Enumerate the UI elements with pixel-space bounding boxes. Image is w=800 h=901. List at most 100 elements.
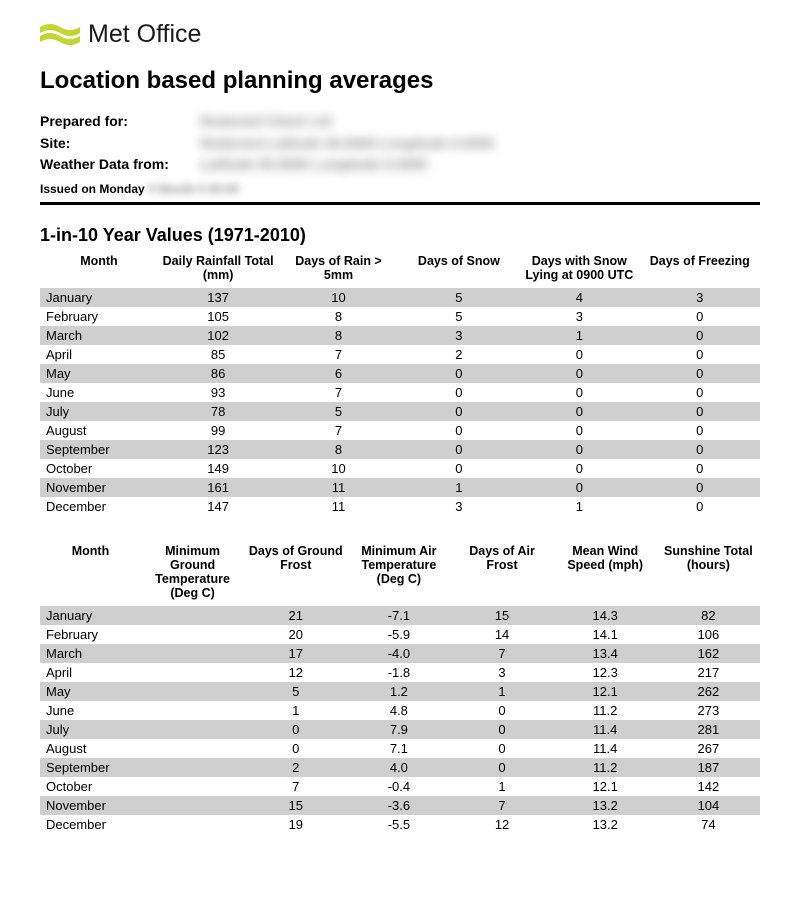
issued-row: Issued on Monday 0 Month 0 00:00 bbox=[40, 182, 760, 205]
table-cell: 0 bbox=[450, 701, 553, 720]
column-header: Days with Snow Lying at 0900 UTC bbox=[519, 252, 639, 288]
table-cell: 161 bbox=[158, 478, 278, 497]
table-cell: 0 bbox=[450, 720, 553, 739]
logo: Met Office bbox=[40, 20, 760, 49]
table-cell: 0 bbox=[640, 478, 760, 497]
table-cell: 1 bbox=[399, 478, 519, 497]
table-cell: 85 bbox=[158, 345, 278, 364]
table-cell: 0 bbox=[244, 739, 347, 758]
table-cell: 20 bbox=[244, 625, 347, 644]
table-cell: 0 bbox=[519, 440, 639, 459]
table-cell bbox=[141, 815, 244, 834]
table-cell: April bbox=[40, 345, 158, 364]
table-cell: 5 bbox=[278, 402, 398, 421]
column-header: Sunshine Total (hours) bbox=[657, 542, 760, 606]
table-row: January13710543 bbox=[40, 288, 760, 307]
table-row: August997000 bbox=[40, 421, 760, 440]
table-row: August07.1011.4267 bbox=[40, 739, 760, 758]
issued-label: Issued on Monday bbox=[40, 182, 145, 196]
table-cell: 0 bbox=[244, 720, 347, 739]
table-cell: March bbox=[40, 326, 158, 345]
table-row: July785000 bbox=[40, 402, 760, 421]
table-cell: 0 bbox=[640, 402, 760, 421]
table-cell: 187 bbox=[657, 758, 760, 777]
table-row: November15-3.6713.2104 bbox=[40, 796, 760, 815]
table-cell: 2 bbox=[244, 758, 347, 777]
page-title: Location based planning averages bbox=[40, 67, 760, 95]
table-cell: 8 bbox=[278, 326, 398, 345]
table-cell: -7.1 bbox=[347, 606, 450, 625]
table-cell: 267 bbox=[657, 739, 760, 758]
table-cell: 0 bbox=[399, 459, 519, 478]
table-cell: 0 bbox=[640, 364, 760, 383]
table-cell: 14 bbox=[450, 625, 553, 644]
table-cell: 74 bbox=[657, 815, 760, 834]
meta-value-redacted: Latitude 00.0000 Longitude 0.0000 bbox=[200, 154, 760, 176]
table-row: September24.0011.2187 bbox=[40, 758, 760, 777]
table-cell: 3 bbox=[450, 663, 553, 682]
table-cell: 7 bbox=[278, 383, 398, 402]
column-header: Month bbox=[40, 252, 158, 288]
table-cell: 1 bbox=[450, 777, 553, 796]
table-cell: -4.0 bbox=[347, 644, 450, 663]
table-row: October7-0.4112.1142 bbox=[40, 777, 760, 796]
column-header: Minimum Ground Temperature (Deg C) bbox=[141, 542, 244, 606]
table-cell: 21 bbox=[244, 606, 347, 625]
table-cell: 0 bbox=[399, 364, 519, 383]
table-cell: April bbox=[40, 663, 141, 682]
column-header: Month bbox=[40, 542, 141, 606]
table-cell bbox=[141, 625, 244, 644]
table-cell: 0 bbox=[519, 459, 639, 478]
table-cell: 12.3 bbox=[554, 663, 657, 682]
column-header: Days of Air Frost bbox=[450, 542, 553, 606]
meta-weather-from: Weather Data from: Latitude 00.0000 Long… bbox=[40, 154, 760, 176]
table-row: February20-5.91414.1106 bbox=[40, 625, 760, 644]
table-cell: 19 bbox=[244, 815, 347, 834]
table-cell: 0 bbox=[450, 739, 553, 758]
table-cell: 0 bbox=[519, 364, 639, 383]
meta-site: Site: Redacted Latitude 00.0000 Longitud… bbox=[40, 133, 760, 155]
table-cell bbox=[141, 682, 244, 701]
table-cell: 7.1 bbox=[347, 739, 450, 758]
table-cell: 262 bbox=[657, 682, 760, 701]
table-row: July07.9011.4281 bbox=[40, 720, 760, 739]
table-cell: 13.2 bbox=[554, 815, 657, 834]
table-cell: May bbox=[40, 682, 141, 701]
section-title: 1-in-10 Year Values (1971-2010) bbox=[40, 225, 760, 246]
table-cell: 7 bbox=[278, 421, 398, 440]
table-cell: July bbox=[40, 402, 158, 421]
table-cell: 99 bbox=[158, 421, 278, 440]
table-cell: 142 bbox=[657, 777, 760, 796]
table-cell: 0 bbox=[640, 421, 760, 440]
table-cell: 0 bbox=[640, 326, 760, 345]
table-cell: June bbox=[40, 383, 158, 402]
table-row: April12-1.8312.3217 bbox=[40, 663, 760, 682]
table-cell: 137 bbox=[158, 288, 278, 307]
table-cell: 11 bbox=[278, 497, 398, 516]
table-cell: 0 bbox=[640, 440, 760, 459]
table-cell: July bbox=[40, 720, 141, 739]
table-row: December19-5.51213.274 bbox=[40, 815, 760, 834]
table-cell: September bbox=[40, 758, 141, 777]
table-cell: 162 bbox=[657, 644, 760, 663]
table-cell: 7 bbox=[278, 345, 398, 364]
table-cell: 281 bbox=[657, 720, 760, 739]
table-cell: 0 bbox=[640, 307, 760, 326]
meta-label: Prepared for: bbox=[40, 111, 200, 133]
table-cell: -3.6 bbox=[347, 796, 450, 815]
table-cell: 104 bbox=[657, 796, 760, 815]
table-cell: 0 bbox=[640, 497, 760, 516]
table-cell: 12 bbox=[450, 815, 553, 834]
table-row: February1058530 bbox=[40, 307, 760, 326]
table-cell: 4.8 bbox=[347, 701, 450, 720]
table-cell: November bbox=[40, 478, 158, 497]
table-cell: March bbox=[40, 644, 141, 663]
table-cell: 12.1 bbox=[554, 777, 657, 796]
meta-prepared-for: Prepared for: Redacted Client Ltd bbox=[40, 111, 760, 133]
table-cell: 5 bbox=[244, 682, 347, 701]
table-cell: 1 bbox=[450, 682, 553, 701]
table-cell: 105 bbox=[158, 307, 278, 326]
table-cell: 93 bbox=[158, 383, 278, 402]
meta-label: Weather Data from: bbox=[40, 154, 200, 176]
table-cell: October bbox=[40, 777, 141, 796]
